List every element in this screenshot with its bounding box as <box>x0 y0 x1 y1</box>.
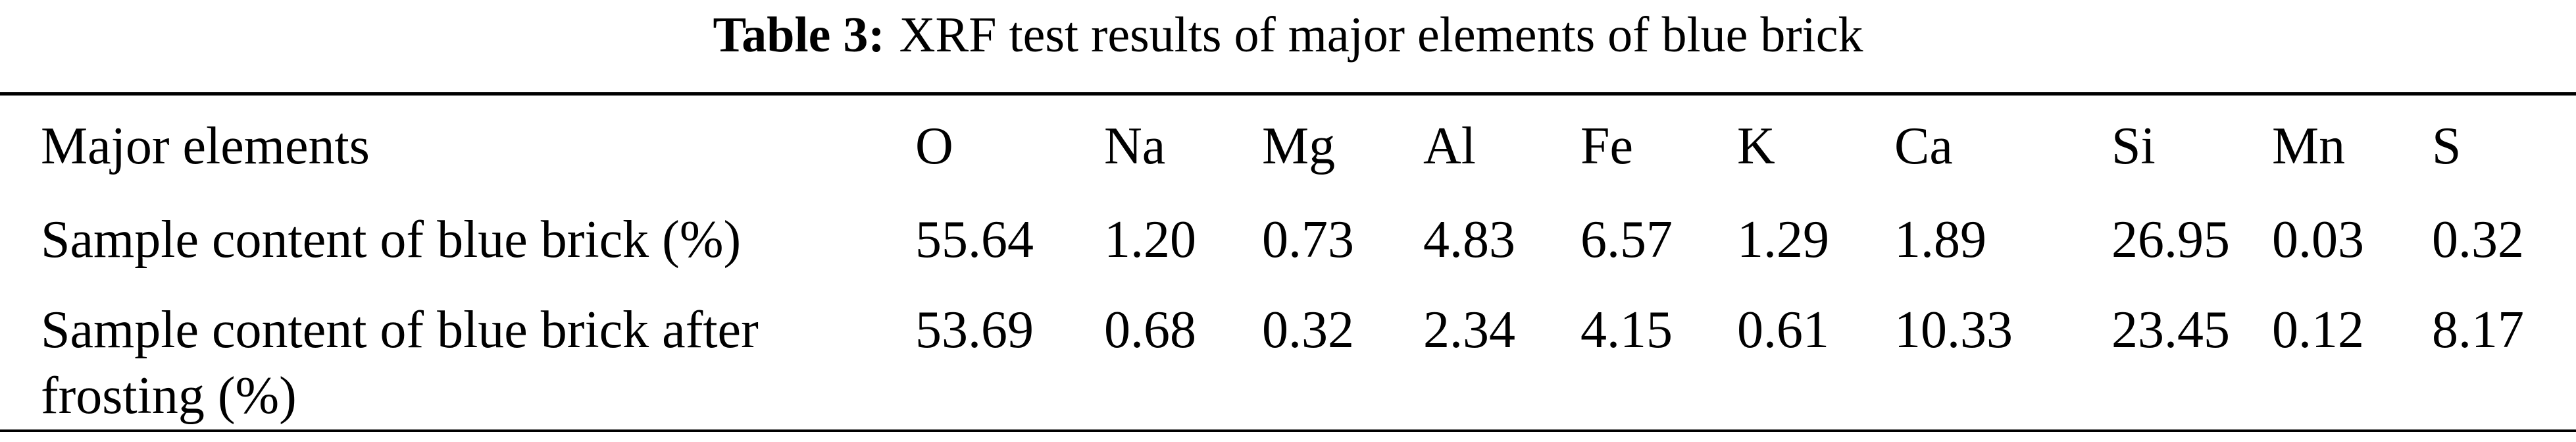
cell-value: 6.57 <box>1580 211 1673 269</box>
table-title: Table 3: XRF test results of major elemen… <box>0 5 2576 65</box>
cell-value: 1.20 <box>1104 211 1196 269</box>
cell-value: 1.89 <box>1894 211 1986 269</box>
column-header: Ca <box>1894 117 1953 175</box>
cell-value: 10.33 <box>1894 301 2013 359</box>
table-number: Table 3: <box>713 7 885 63</box>
row-label: Sample content of blue brick (%) <box>41 211 742 269</box>
bottom-rule <box>0 429 2576 432</box>
column-header: K <box>1737 117 1775 175</box>
cell-value: 0.32 <box>2432 211 2524 269</box>
column-header: O <box>915 117 953 175</box>
row-label: Sample content of blue brick after frost… <box>41 301 759 425</box>
top-rule <box>0 92 2576 96</box>
cell-value: 0.12 <box>2272 301 2364 359</box>
cell-value: 53.69 <box>915 301 1034 359</box>
cell-value: 2.34 <box>1423 301 1515 359</box>
cell-value: 4.83 <box>1423 211 1515 269</box>
cell-value: 4.15 <box>1580 301 1673 359</box>
cell-value: 0.32 <box>1262 301 1354 359</box>
column-header: Mg <box>1262 117 1336 175</box>
cell-value: 0.73 <box>1262 211 1354 269</box>
table-caption: XRF test results of major elements of bl… <box>899 7 1863 63</box>
cell-value: 55.64 <box>915 211 1034 269</box>
column-header: Si <box>2111 117 2156 175</box>
cell-value: 0.03 <box>2272 211 2364 269</box>
column-header: Fe <box>1580 117 1633 175</box>
cell-value: 23.45 <box>2111 301 2230 359</box>
column-header: Al <box>1423 117 1476 175</box>
cell-value: 26.95 <box>2111 211 2230 269</box>
cell-value: 8.17 <box>2432 301 2524 359</box>
cell-value: 0.61 <box>1737 301 1829 359</box>
cell-value: 1.29 <box>1737 211 1829 269</box>
cell-value: 0.68 <box>1104 301 1196 359</box>
row-header-title: Major elements <box>41 117 370 175</box>
column-header: Na <box>1104 117 1166 175</box>
column-header: S <box>2432 117 2462 175</box>
column-header: Mn <box>2272 117 2346 175</box>
